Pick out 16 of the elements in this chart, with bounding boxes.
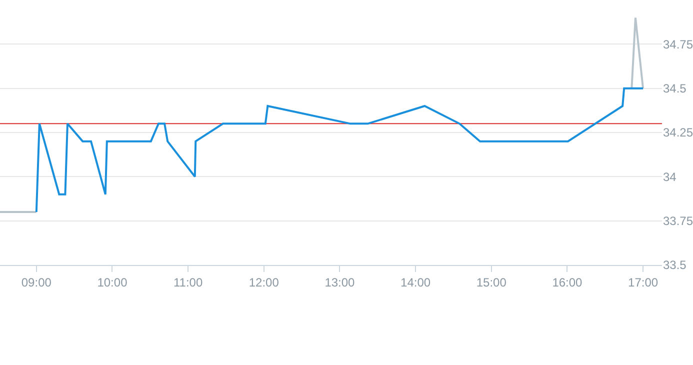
y-tick-label: 34 <box>663 170 677 184</box>
y-tick-label: 33.75 <box>663 214 693 228</box>
y-tick-label: 34.25 <box>663 126 693 140</box>
x-tick-label: 16:00 <box>552 275 583 290</box>
x-tick-label: 12:00 <box>248 275 280 290</box>
x-tick-label: 17:00 <box>628 275 658 290</box>
x-tick-label: 11:00 <box>173 275 203 290</box>
x-tick-label: 13:00 <box>324 275 356 290</box>
line-series <box>35 87 644 213</box>
y-tick-label: 34.5 <box>663 82 687 96</box>
x-tick-label: 09:00 <box>21 275 52 290</box>
x-tick-label: 15:00 <box>476 275 507 290</box>
x-tick-label: 10:00 <box>97 275 128 290</box>
x-tick-label: 14:00 <box>400 275 431 290</box>
y-tick-label: 33.5 <box>663 258 687 272</box>
y-tick-label: 34.75 <box>663 37 693 52</box>
